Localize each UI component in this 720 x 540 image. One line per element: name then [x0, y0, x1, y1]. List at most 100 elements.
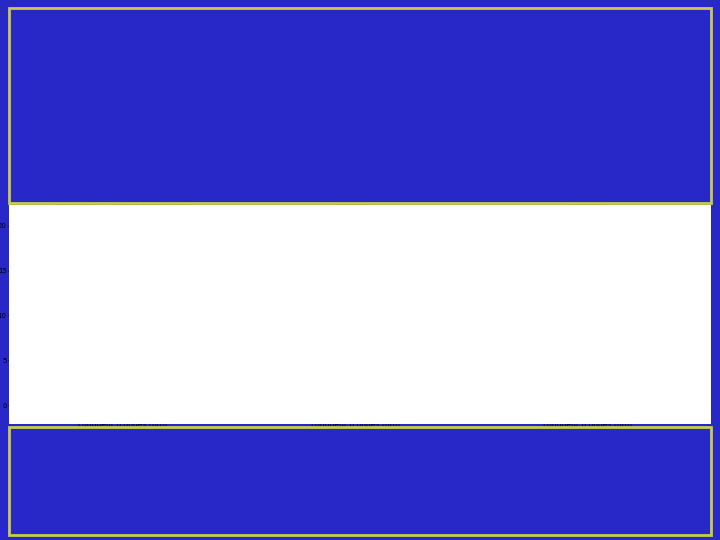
- Line: XP2605 01.16.04: XP2605 01.16.04: [301, 271, 438, 406]
- Quasar: [328, 271, 337, 277]
- Legend: XP2505 01.11.007, XP2500 01.42.001, Quasar, XP2505 01.04.31, XP2505 01.16.004: XP2505 01.11.007, XP2500 01.42.001, Quas…: [165, 211, 230, 247]
- XP2505 01.11.007: [134, 330, 143, 336]
- XP2505 01.11.056: [432, 401, 441, 407]
- XP2605 01.04.31: [374, 336, 382, 342]
- XP2500 01.42.001: [143, 375, 152, 381]
- Line: XP2500 01.42.001: XP2500 01.42.001: [60, 295, 208, 407]
- XP2605 01.16.04: [300, 401, 308, 407]
- XP2505 01.11.007
(face): [561, 238, 570, 244]
- XP2605 01.45.054: [328, 358, 337, 365]
- Title: Mesure QE%  -  Mesure latérale
(equateur): Mesure QE% - Mesure latérale (equateur): [295, 187, 415, 207]
- XP2605 01.45.054: [357, 374, 366, 381]
- Quasar: [357, 303, 366, 309]
- XP2505 01.04.31: [89, 222, 98, 229]
- Quasar (face): [532, 402, 541, 408]
- Quasar: [98, 222, 107, 229]
- Text: Polar & equatorial Q.E. measurements on 4
15″ SMARTS + 1 Quasar (June, Sept 2006: Polar & equatorial Q.E. measurements on …: [20, 75, 700, 136]
- Line: XP2505 01.16.004: XP2505 01.16.004: [60, 214, 208, 407]
- XP2605 01.04.31: [411, 391, 420, 397]
- Title: Comparaison QE% : mesure de face (pole) et latérale
(equateur): Comparaison QE% : mesure de face (pole) …: [486, 186, 690, 207]
- Quasar: [432, 401, 441, 407]
- Quasar (face): [549, 271, 557, 277]
- XP2605 01.04.31: [432, 400, 441, 406]
- Quasar: [316, 276, 325, 282]
- XP2505 01.11.007
(latérale): [660, 401, 669, 407]
- XP2505 01.16.004: [76, 393, 84, 399]
- XP2505 01.11.056: [316, 259, 325, 266]
- XP2505 01.11.056: [300, 399, 308, 406]
- Quasar (face): [627, 349, 636, 356]
- XP2505 01.11.007
(latérale): [544, 257, 553, 264]
- Quasar (latérale): [644, 389, 652, 395]
- XP2605 01.16.04: [390, 369, 399, 375]
- XP2505 01.11.007
(latérale): [644, 392, 652, 399]
- X-axis label: Longueur d'ondes (nm): Longueur d'ondes (nm): [78, 420, 167, 429]
- Line: Quasar (face): Quasar (face): [534, 245, 671, 408]
- Quasar (face): [606, 310, 615, 316]
- XP2505 01.11.007
(face): [644, 395, 652, 402]
- Text: We see: Q.E. of 3 of 4 SMARTS still OK,
Equatorial enhancement in standard bialk: We see: Q.E. of 3 of 4 SMARTS still OK, …: [41, 448, 679, 514]
- XP2605 01.45.054: [341, 366, 349, 373]
- XP2605 01.04.31: [316, 298, 325, 304]
- XP2505 01.11.007
(latérale): [532, 401, 541, 407]
- XP2505 01.11.056: [328, 227, 337, 233]
- XP2505 01.16.004: [112, 249, 120, 256]
- XP2505 01.11.007
(face): [590, 316, 598, 323]
- XP2605 01.04.31: [300, 400, 308, 407]
- XP2605 01.45.054: [316, 341, 325, 348]
- XP2605 01.04.31: [341, 271, 349, 277]
- Quasar: [89, 222, 98, 229]
- Quasar (latérale): [665, 399, 673, 405]
- XP2505 01.04.31: [156, 357, 165, 363]
- XP2505 01.11.056: [357, 320, 366, 326]
- XP2500 01.42.001: [76, 303, 84, 309]
- XP2605 01.45.054: [374, 380, 382, 386]
- XP2605 01.04.31: [390, 369, 399, 375]
- XP2500 01.42.001: [89, 294, 98, 301]
- XP2500 01.42.001: [125, 357, 134, 363]
- XP2505 01.16.004: [58, 401, 66, 407]
- XP2505 01.16.004: [202, 400, 210, 407]
- XP2505 01.04.31: [134, 312, 143, 319]
- XP2505 01.11.056: [369, 358, 378, 365]
- Quasar (latérale): [544, 257, 553, 264]
- Legend: XP2505 01.11.007
(face), XP2505 01.11.007
(latérale), Quasar (face), Quasar (lat: XP2505 01.11.007 (face), XP2505 01.11.00…: [630, 211, 695, 253]
- XP2605 01.04.31: [328, 281, 337, 288]
- Quasar (latérale): [602, 323, 611, 329]
- XP2505 01.16.004: [156, 357, 165, 363]
- Quasar: [76, 232, 84, 238]
- XP2605 01.45.054: [390, 386, 399, 392]
- XP2505 01.11.007: [58, 400, 66, 407]
- XP2505 01.04.31: [112, 249, 120, 256]
- Quasar (face): [590, 264, 598, 270]
- XP2605 01.16.04: [411, 391, 420, 397]
- Title: Mesure QE%  -  Mesure de face (pole): Mesure QE% - Mesure de face (pole): [51, 198, 194, 207]
- Quasar: [390, 374, 399, 381]
- XP2505 01.11.007: [76, 249, 84, 256]
- XP2505 01.11.007
(face): [573, 271, 582, 277]
- Line: XP2505 01.04.31: XP2505 01.04.31: [60, 224, 208, 406]
- Quasar (face): [561, 244, 570, 251]
- Line: XP2505 01.11.056: XP2505 01.11.056: [300, 226, 440, 407]
- XP2505 01.11.056: [390, 386, 399, 392]
- XP2505 01.11.007: [179, 395, 188, 401]
- XP2505 01.11.007
(latérale): [569, 238, 577, 244]
- XP2505 01.04.31: [202, 400, 210, 407]
- XP2505 01.04.31: [103, 222, 112, 229]
- XP2505 01.11.007
(latérale): [585, 284, 594, 290]
- XP2500 01.42.001: [58, 401, 66, 407]
- XP2505 01.11.056: [411, 396, 420, 403]
- XP2505 01.16.004: [89, 214, 98, 220]
- Quasar (latérale): [557, 238, 565, 244]
- XP2505 01.16.004: [134, 312, 143, 319]
- XP2505 01.11.007: [103, 222, 112, 229]
- XP2505 01.11.007
(face): [660, 401, 669, 407]
- XP2605 01.16.04: [432, 400, 441, 406]
- XP2505 01.04.31: [58, 400, 66, 407]
- Quasar: [156, 375, 165, 381]
- Quasar (latérale): [585, 284, 594, 290]
- XP2505 01.11.007
(face): [627, 382, 636, 389]
- Quasar: [341, 271, 349, 277]
- XP2500 01.42.001: [188, 393, 197, 399]
- XP2505 01.11.007
(face): [549, 271, 557, 277]
